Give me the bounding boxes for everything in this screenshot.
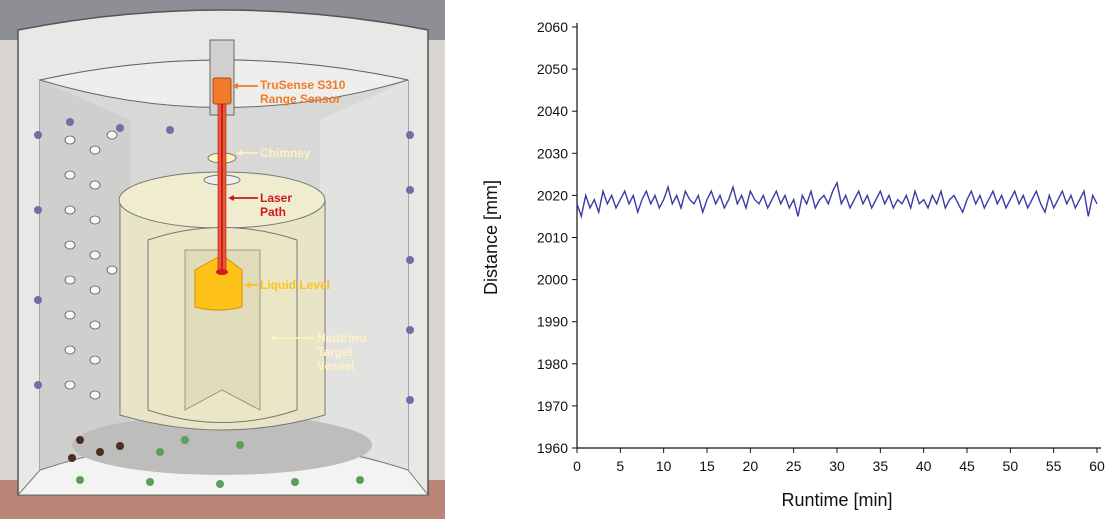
pmt-array [64, 130, 118, 400]
vessel-label-line1: Neutrino [317, 331, 366, 345]
x-tick-label: 10 [656, 458, 672, 474]
x-tick-label: 55 [1046, 458, 1062, 474]
dark-pmts [68, 436, 124, 462]
liquid-volume [194, 254, 243, 311]
x-tick-label: 15 [699, 458, 715, 474]
y-axis-title: Distance [mm] [481, 180, 501, 295]
left-wall [40, 80, 130, 470]
range-sensor [212, 77, 232, 105]
x-tick-label: 25 [786, 458, 802, 474]
vessel-label-line3: Vessel [317, 359, 354, 373]
y-axis-ticks: 1960 1970 1980 1990 2000 2010 2020 2030 2040 2050… [537, 19, 577, 456]
x-tick-label: 60 [1089, 458, 1105, 474]
y-tick-label: 2050 [537, 61, 568, 77]
floor-disc [72, 415, 372, 475]
y-tick-label: 1960 [537, 440, 568, 456]
y-tick-label: 2040 [537, 103, 568, 119]
x-tick-label: 30 [829, 458, 845, 474]
x-tick-label: 20 [743, 458, 759, 474]
y-tick-label: 2060 [537, 19, 568, 35]
x-axis-title: Runtime [min] [781, 490, 892, 510]
x-tick-label: 0 [573, 458, 581, 474]
label-arrows [228, 83, 315, 341]
x-tick-label: 5 [616, 458, 624, 474]
y-tick-label: 1980 [537, 356, 568, 372]
y-tick-label: 2030 [537, 145, 568, 161]
laser-spot [216, 269, 228, 275]
x-tick-label: 45 [959, 458, 975, 474]
sensor-label-line1: TruSense S310 [260, 78, 346, 92]
y-tick-label: 2010 [537, 230, 568, 246]
right-wall [320, 80, 408, 470]
vessel-label-line2: Target [317, 345, 353, 359]
distance-chart: 1960197019801990200020102020203020402050… [481, 19, 1105, 510]
x-tick-label: 50 [1003, 458, 1019, 474]
y-tick-label: 2020 [537, 187, 568, 203]
chimney-label: Chimney [260, 146, 311, 160]
y-tick-label: 1970 [537, 398, 568, 414]
x-tick-label: 35 [873, 458, 889, 474]
distance-series-line [576, 180, 1098, 220]
green-pmts [76, 436, 364, 488]
y-tick-label: 1990 [537, 314, 568, 330]
x-tick-label: 40 [916, 458, 932, 474]
detector-diagram: TruSense S310 Range Sensor Chimney Laser… [0, 0, 445, 519]
laser-label-line2: Path [260, 205, 286, 219]
y-tick-label: 2000 [537, 272, 568, 288]
purple-pmts [34, 118, 414, 404]
sensor-label-line2: Range Sensor [260, 92, 341, 106]
laser-label-line1: Laser [260, 191, 292, 205]
liquid-label: Liquid Level [260, 278, 330, 292]
x-axis-ticks: 0 5 10 15 20 25 30 35 40 45 50 55 60 [573, 448, 1105, 474]
